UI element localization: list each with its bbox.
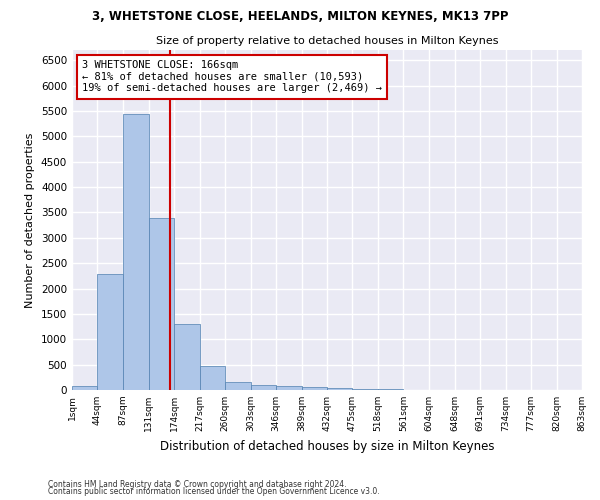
Text: Contains public sector information licensed under the Open Government Licence v3: Contains public sector information licen… bbox=[48, 487, 380, 496]
Bar bbox=[225, 382, 251, 390]
Bar bbox=[175, 324, 200, 390]
Text: 3 WHETSTONE CLOSE: 166sqm
← 81% of detached houses are smaller (10,593)
19% of s: 3 WHETSTONE CLOSE: 166sqm ← 81% of detac… bbox=[82, 60, 382, 94]
Text: 3, WHETSTONE CLOSE, HEELANDS, MILTON KEYNES, MK13 7PP: 3, WHETSTONE CLOSE, HEELANDS, MILTON KEY… bbox=[92, 10, 508, 23]
Bar bbox=[251, 386, 276, 390]
Bar bbox=[149, 218, 175, 390]
Bar bbox=[97, 274, 123, 390]
Title: Size of property relative to detached houses in Milton Keynes: Size of property relative to detached ho… bbox=[156, 36, 498, 46]
Bar bbox=[302, 388, 327, 390]
Bar bbox=[123, 114, 149, 390]
Y-axis label: Number of detached properties: Number of detached properties bbox=[25, 132, 35, 308]
Bar bbox=[276, 386, 302, 390]
Bar bbox=[327, 388, 352, 390]
Bar bbox=[72, 386, 97, 390]
X-axis label: Distribution of detached houses by size in Milton Keynes: Distribution of detached houses by size … bbox=[160, 440, 494, 452]
Bar bbox=[200, 366, 225, 390]
Bar bbox=[352, 389, 378, 390]
Text: Contains HM Land Registry data © Crown copyright and database right 2024.: Contains HM Land Registry data © Crown c… bbox=[48, 480, 347, 489]
